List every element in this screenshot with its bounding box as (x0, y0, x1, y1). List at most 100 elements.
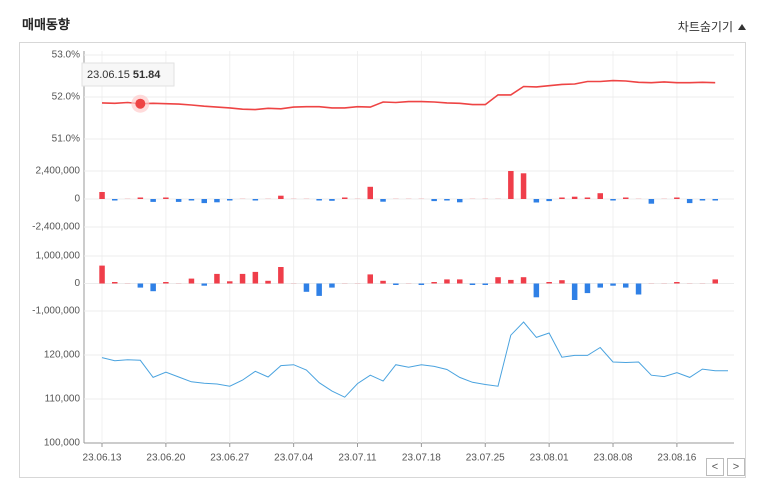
volume2-bar (597, 283, 603, 288)
volume1-tick-label: -2,400,000 (32, 222, 80, 233)
volume2-bar (367, 274, 373, 284)
volume1-bar (163, 197, 169, 199)
volume2-bar (303, 283, 310, 292)
volume2-bar (686, 283, 693, 284)
volume2-bar (495, 277, 501, 284)
tooltip-date: 23.06.15 (87, 69, 133, 81)
volume2-bar (635, 283, 642, 295)
volume1-bar (99, 192, 105, 199)
ratio-line (101, 79, 716, 111)
volume1-bar (431, 199, 437, 202)
volume2-tick-label: -1,000,000 (32, 306, 80, 317)
volume1-bar (405, 198, 412, 199)
volume1-bar (239, 198, 246, 199)
volume1-tick-label: 0 (74, 194, 80, 205)
volume1-bar (367, 186, 373, 200)
x-tick-label: 23.06.13 (83, 453, 122, 464)
volume1-bar (112, 199, 118, 201)
volume1-bar (482, 198, 488, 199)
volume1-bar (533, 199, 540, 203)
volume1-bar (610, 199, 616, 201)
volume2-bar (99, 265, 105, 284)
x-tick-label: 23.07.25 (466, 453, 505, 464)
volume2-bar (175, 283, 182, 284)
volume2-bar (623, 283, 629, 288)
volume1-bar (469, 198, 476, 199)
volume2-bar (418, 283, 425, 285)
volume1-bar (150, 199, 156, 202)
next-button[interactable]: > (727, 458, 745, 476)
volume1-bar (508, 171, 514, 199)
volume1-bar (316, 199, 322, 201)
ratio-tick-label: 52.0% (52, 92, 80, 103)
chart-container: 23.06.13 23.06.20 23.06.27 23.07.04 23.07.11… (19, 42, 746, 478)
volume1-bar (265, 198, 271, 199)
volume2-tick-label: 1,000,000 (36, 251, 81, 262)
volume1-bar (303, 198, 310, 199)
caret-up-icon (738, 23, 746, 30)
volume2-bar (239, 273, 246, 284)
tooltip-value: 51.84 (133, 69, 161, 81)
volume1-bar (444, 199, 450, 201)
volume1-bar (699, 199, 706, 201)
volume2-bar (316, 283, 322, 296)
hide-chart-toggle[interactable]: 차트숨기기 (678, 18, 746, 35)
volume2-bar (508, 279, 514, 284)
page-title: 매매동향 (22, 18, 70, 33)
volume2-bar (252, 271, 259, 284)
trading-trend-chart[interactable]: 23.06.13 23.06.20 23.06.27 23.07.04 23.07.11… (20, 43, 747, 479)
chevron-right-icon: > (732, 461, 740, 473)
volume2-bar (457, 279, 463, 284)
volume2-bar (648, 283, 655, 284)
volume1-bar (520, 173, 527, 199)
tooltip-text: 23.06.15 51.84 (87, 69, 161, 81)
volume1-bar (278, 195, 284, 199)
x-tick-label: 23.08.08 (594, 453, 633, 464)
volume1-bar (137, 197, 144, 199)
volume2-tick-label: 0 (74, 278, 80, 289)
volume2-bar (482, 283, 488, 285)
volume2-bar (469, 283, 476, 285)
ratio-tick-label: 51.0% (52, 134, 80, 145)
volume1-bar (175, 199, 182, 202)
volume2-bar (661, 283, 667, 284)
price-tick-label: 110,000 (45, 394, 81, 405)
volume1-bar (380, 199, 386, 202)
volume1-bar (290, 198, 297, 199)
volume2-bar (393, 283, 399, 285)
x-tick-label: 23.08.16 (657, 453, 696, 464)
volume2-bar (431, 282, 437, 284)
volume2-bar (265, 280, 271, 284)
volume1-bar (571, 196, 578, 199)
prev-button[interactable]: < (706, 458, 724, 476)
volume1-bar (329, 199, 335, 201)
volume2-bar (712, 279, 718, 284)
x-tick-label: 23.07.04 (274, 453, 313, 464)
volume2-bar (137, 283, 144, 288)
highlight-point (135, 98, 146, 109)
volume1-bar (201, 199, 207, 204)
volume2-bar (227, 281, 233, 284)
volume2-bar (674, 282, 680, 284)
chevron-left-icon: < (711, 461, 719, 473)
volume2-bar (533, 283, 540, 298)
volume1-bar (712, 199, 718, 201)
volume1-bar (495, 198, 501, 199)
volume1-bar (559, 197, 565, 199)
volume2-bar (124, 283, 131, 284)
volume2-bar (290, 283, 297, 284)
volume1-bar (686, 199, 693, 204)
volume2-bar (571, 283, 578, 300)
tooltip-box (81, 62, 175, 87)
volume2-bar (112, 282, 118, 284)
volume2-bar (699, 283, 706, 284)
volume1-bar (214, 199, 220, 203)
volume2-bar (201, 283, 207, 286)
volume1-bar (418, 198, 425, 199)
volume1-bar (342, 197, 348, 199)
volume2-bar (329, 283, 335, 288)
volume2-bar (342, 283, 348, 284)
volume1-bar (457, 199, 463, 203)
volume2-bar (380, 280, 386, 284)
volume2-bar (405, 283, 412, 284)
